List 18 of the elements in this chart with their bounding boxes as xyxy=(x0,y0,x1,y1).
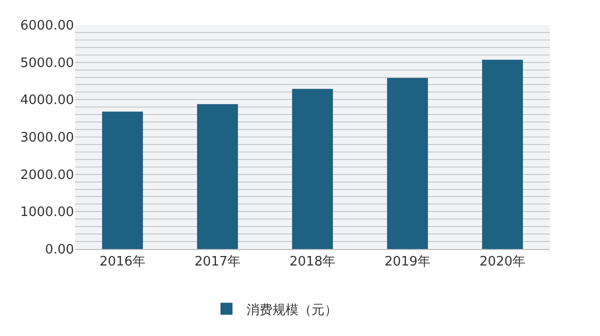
bar xyxy=(197,104,238,249)
legend-label: 消费规模（元） xyxy=(246,302,338,318)
bar xyxy=(292,88,333,249)
y-tick-label: 2000.00 xyxy=(20,168,74,183)
x-tick-label: 2017年 xyxy=(194,254,241,270)
bar xyxy=(387,78,428,249)
y-tick-label: 4000.00 xyxy=(20,93,74,108)
x-tick-label: 2018年 xyxy=(289,254,336,270)
y-tick-label: 5000.00 xyxy=(20,56,74,71)
y-tick-label: 3000.00 xyxy=(20,130,74,146)
bar xyxy=(102,112,143,249)
x-tick-label: 2019年 xyxy=(384,254,431,270)
y-tick-label: 6000.00 xyxy=(20,18,74,34)
x-tick-label: 2020年 xyxy=(479,254,526,270)
x-tick-label: 2016年 xyxy=(99,254,146,270)
y-tick-label: 1000.00 xyxy=(20,205,74,220)
bar xyxy=(482,60,523,249)
y-tick-label: 0.00 xyxy=(45,242,74,258)
